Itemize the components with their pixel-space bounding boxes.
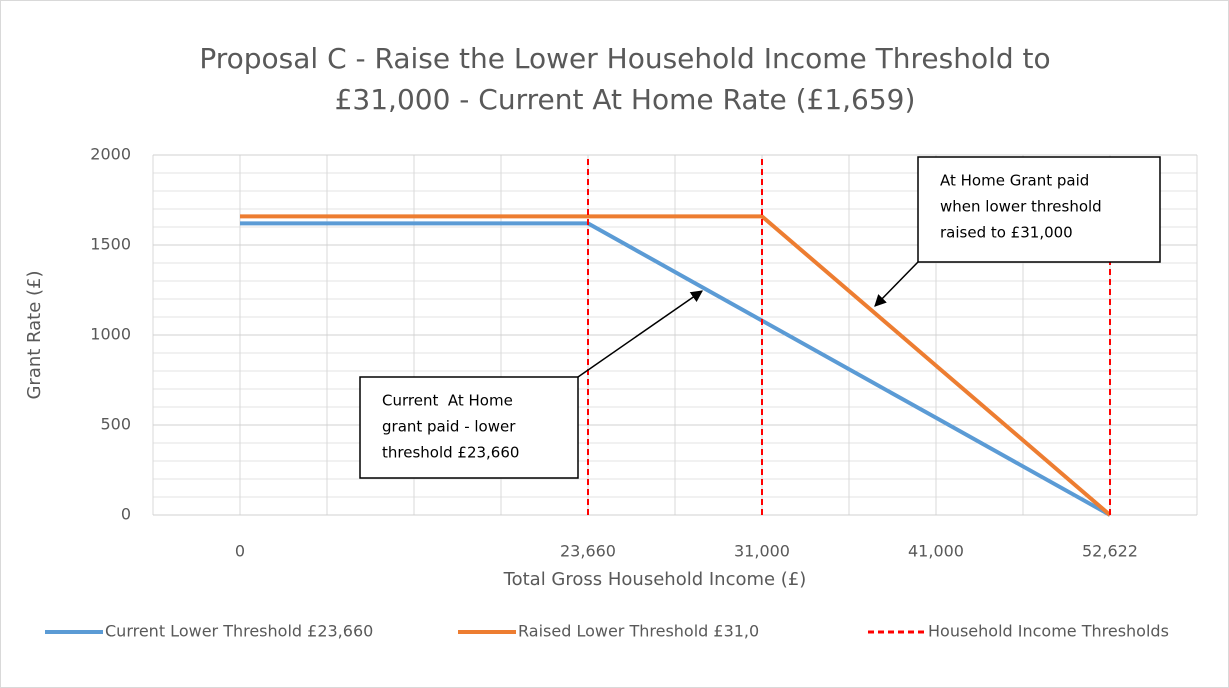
chart-title: £31,000 - Current At Home Rate (£1,659) xyxy=(335,83,916,116)
x-tick-label: 41,000 xyxy=(908,542,964,561)
annotation-box xyxy=(359,376,579,479)
x-axis-title: Total Gross Household Income (£) xyxy=(503,569,807,590)
annotation-text: At Home Grant paid xyxy=(940,172,1089,190)
y-tick-label: 500 xyxy=(100,415,131,434)
annotation-text: threshold £23,660 xyxy=(382,444,519,462)
annotation-text: raised to £31,000 xyxy=(940,224,1073,242)
y-tick-label: 1000 xyxy=(90,325,131,344)
x-tick-label: 52,622 xyxy=(1082,542,1138,561)
legend-label: Raised Lower Threshold £31,0 xyxy=(518,622,759,641)
annotation-text: grant paid - lower xyxy=(382,418,516,436)
series-line xyxy=(240,221,1111,517)
y-axis-title: Grant Rate (£) xyxy=(24,270,45,399)
y-tick-label: 2000 xyxy=(90,145,131,164)
series-line xyxy=(240,214,1112,517)
annotation-box xyxy=(917,156,1161,263)
y-tick-label: 0 xyxy=(121,505,131,524)
annotation-text: Current At Home xyxy=(382,392,513,410)
legend-label: Household Income Thresholds xyxy=(928,622,1169,641)
annotation-text: when lower threshold xyxy=(940,198,1102,216)
x-tick-label: 23,660 xyxy=(560,542,616,561)
annotation-arrow xyxy=(874,261,919,307)
chart-title: Proposal C - Raise the Lower Household I… xyxy=(199,42,1050,75)
x-tick-label: 31,000 xyxy=(734,542,790,561)
y-tick-label: 1500 xyxy=(90,235,131,254)
annotation-arrow xyxy=(577,290,703,378)
x-tick-label: 0 xyxy=(235,542,245,561)
legend-label: Current Lower Threshold £23,660 xyxy=(105,622,373,641)
